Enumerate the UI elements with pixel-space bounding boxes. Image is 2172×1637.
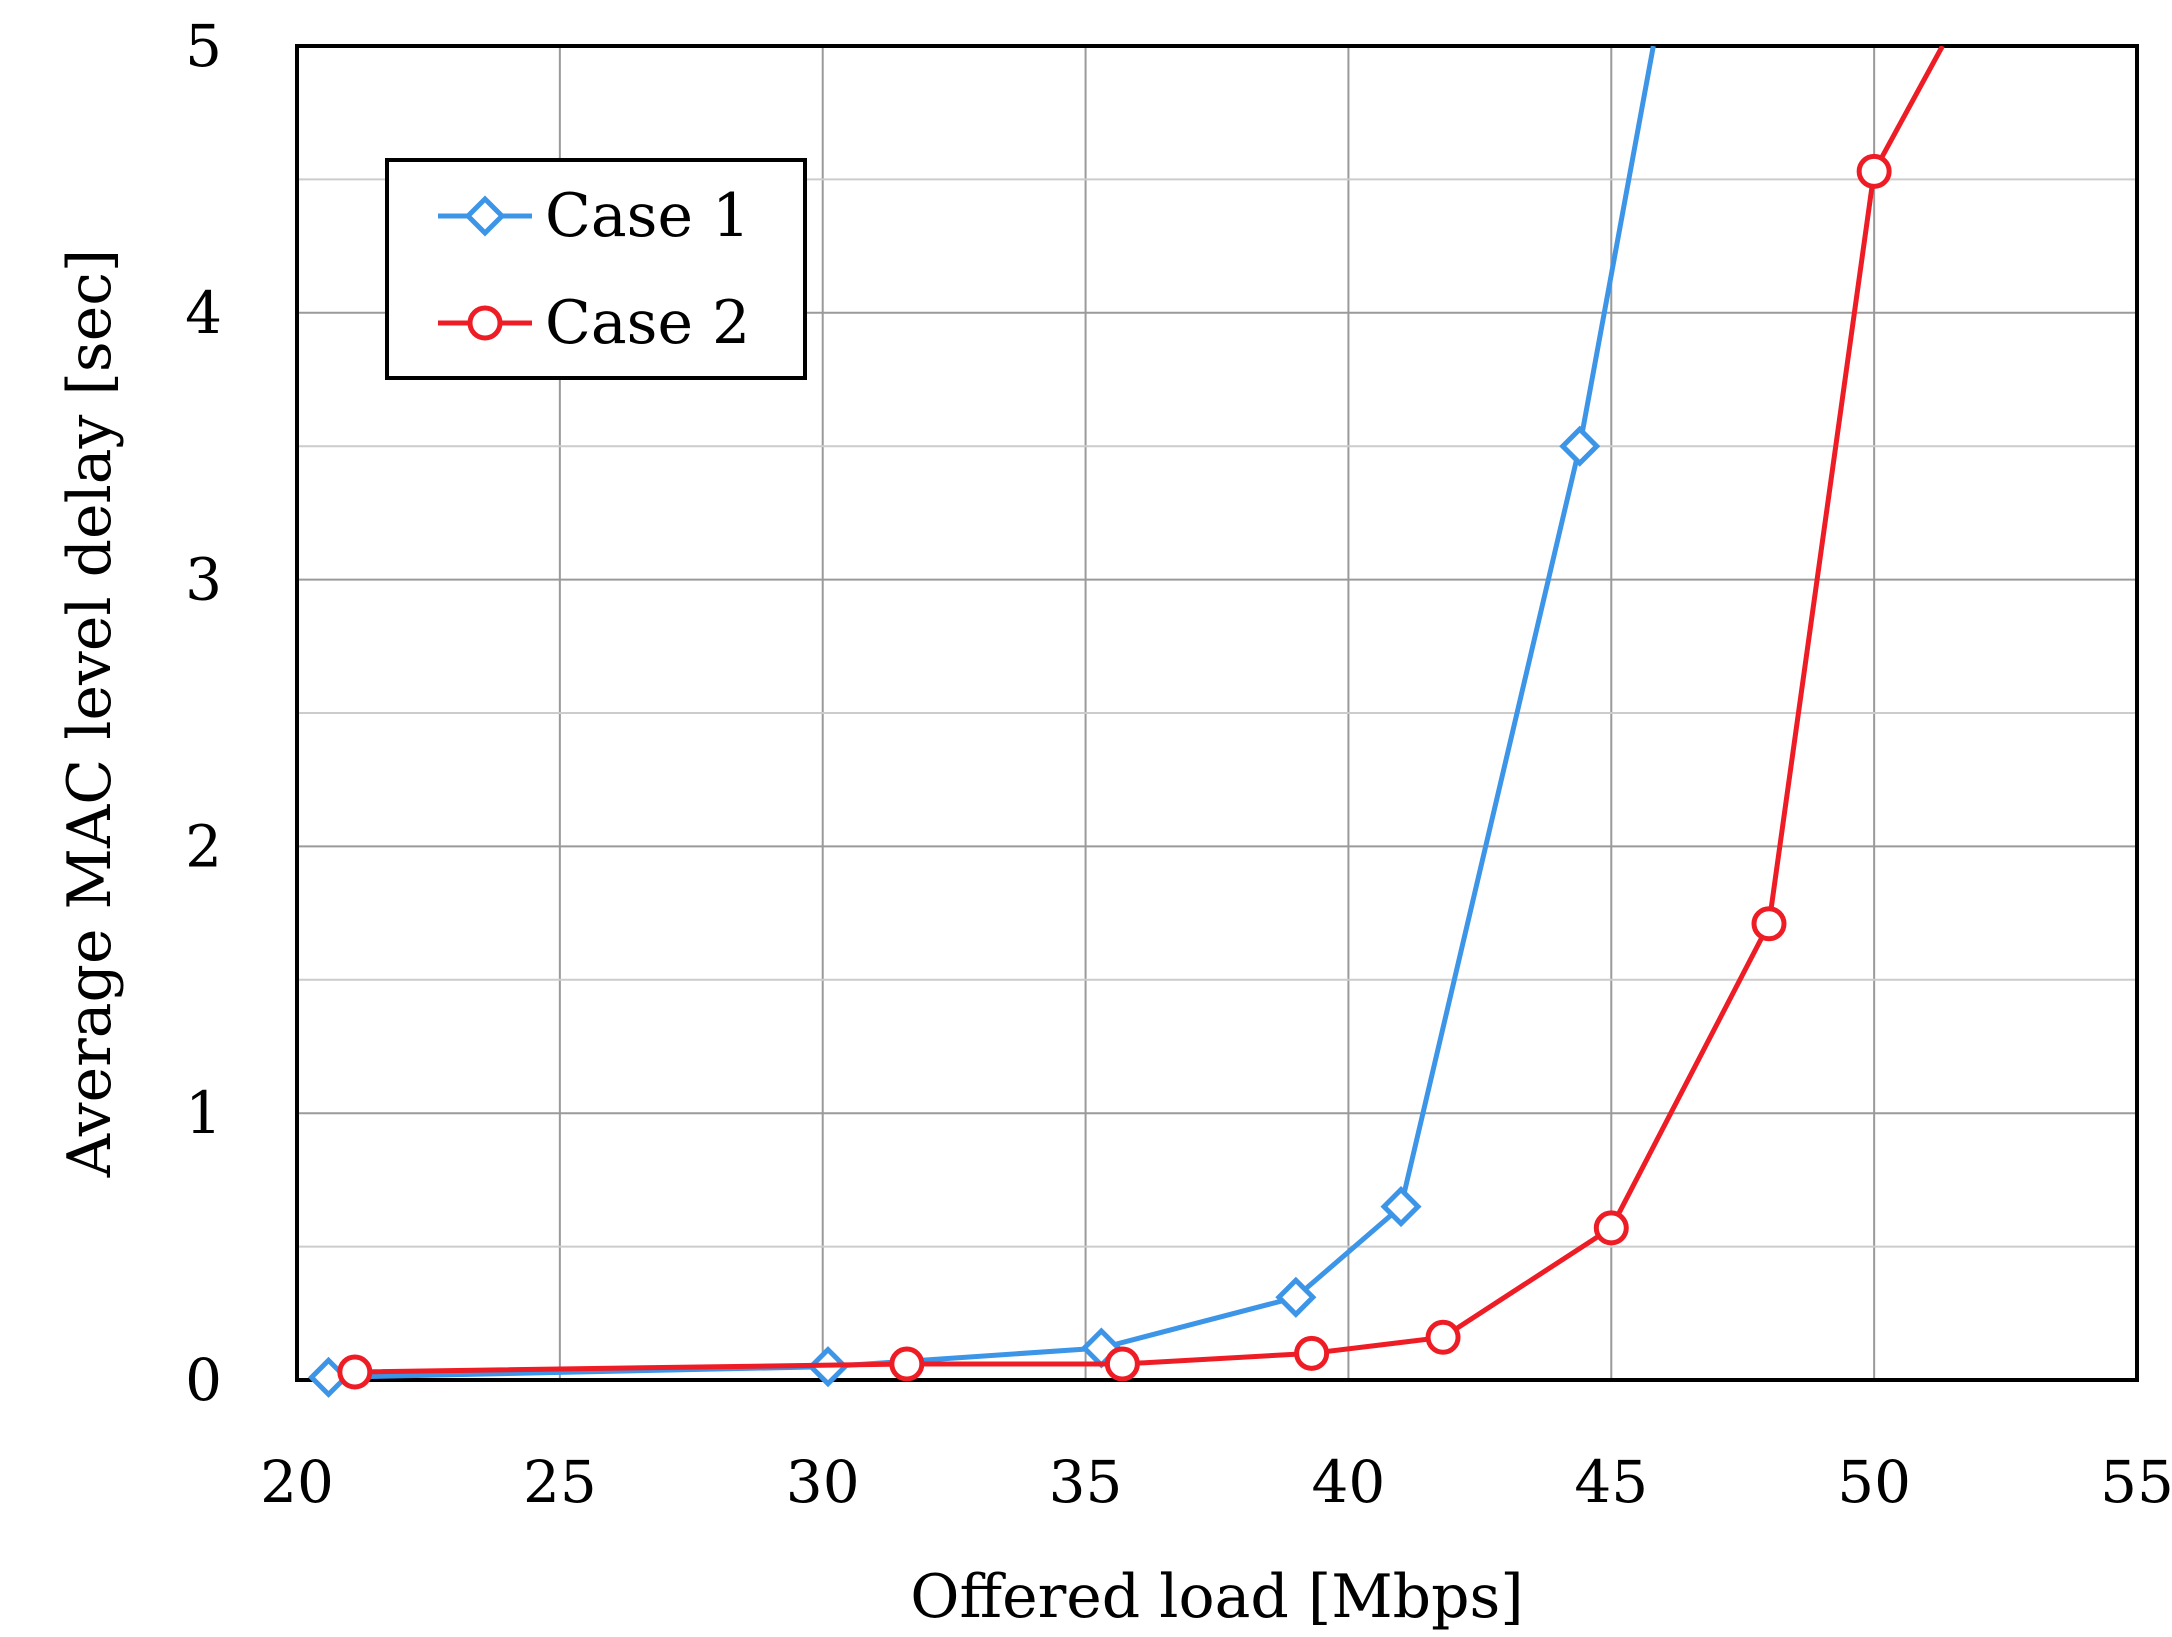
legend-label-case-2: Case 2: [545, 288, 750, 358]
data-point-circle: [1425, 1319, 1461, 1355]
legend-box: [385, 158, 807, 380]
x-tick-label: 45: [1574, 1448, 1648, 1516]
data-point-diamond: [1380, 1186, 1422, 1228]
plot-area-frame: [295, 44, 2139, 1382]
series-case-2: [337, 46, 1945, 1390]
x-tick-label: 35: [1049, 1448, 1123, 1516]
x-tick-label: 25: [523, 1448, 597, 1516]
data-point-circle: [1751, 906, 1787, 942]
x-tick-label: 30: [786, 1448, 860, 1516]
y-axis-title: Average MAC level delay [sec]: [55, 249, 125, 1178]
y-tick-label: 2: [185, 812, 222, 880]
legend-marker: [467, 305, 503, 341]
x-tick-label: 20: [260, 1448, 334, 1516]
series-layer: [308, 46, 1945, 1398]
legend-label-case-1: Case 1: [545, 181, 750, 251]
y-tick-label: 5: [185, 12, 222, 80]
x-tick-label: 55: [2100, 1448, 2172, 1516]
legend-marker-circle: [467, 305, 503, 341]
x-axis-title: Offered load [Mbps]: [910, 1562, 1523, 1632]
data-point-circle: [1104, 1346, 1140, 1382]
legend-entry-case-2: Case 2: [438, 288, 750, 358]
x-tick-label: 40: [1312, 1448, 1386, 1516]
data-point-circle: [1294, 1335, 1330, 1371]
legend-marker-diamond: [464, 195, 506, 237]
y-tick-label: 1: [185, 1079, 222, 1147]
y-tick-label: 3: [185, 546, 222, 614]
y-tick-label: 0: [185, 1346, 222, 1414]
data-point-diamond: [1559, 425, 1601, 467]
y-tick-label: 4: [185, 279, 222, 347]
data-point-diamond: [1275, 1276, 1317, 1318]
x-tick-label: 50: [1837, 1448, 1911, 1516]
data-point-circle: [889, 1346, 925, 1382]
gridlines: [297, 46, 2137, 1380]
data-point-circle: [1856, 153, 1892, 189]
legend: Case 1 Case 2: [385, 158, 807, 380]
data-point-circle: [1593, 1210, 1629, 1246]
legend-marker: [464, 195, 506, 237]
data-point-circle: [337, 1354, 373, 1390]
legend-entry-case-1: Case 1: [438, 181, 750, 251]
